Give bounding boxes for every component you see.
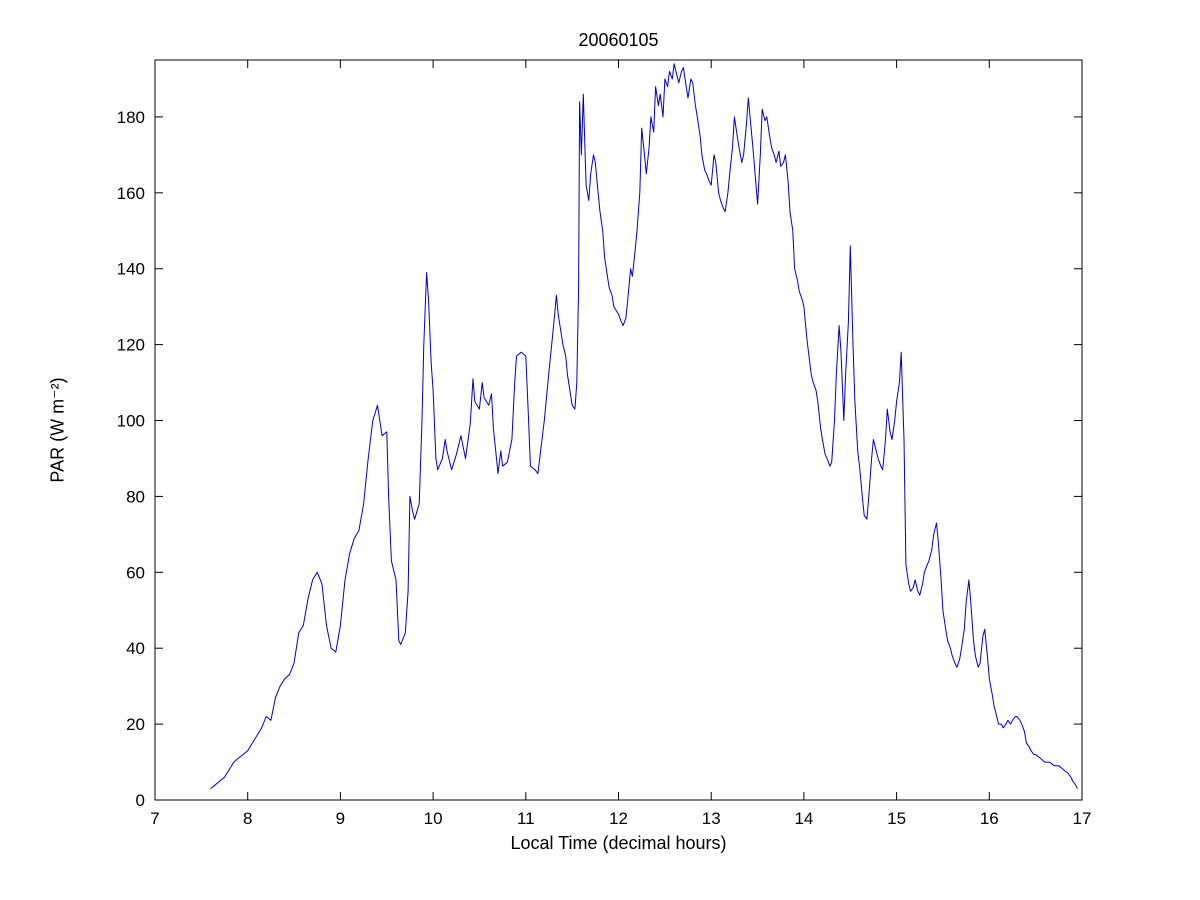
x-tick-label: 17: [1073, 809, 1092, 828]
y-tick-label: 40: [126, 639, 145, 658]
y-tick-label: 140: [117, 260, 145, 279]
x-tick-label: 12: [609, 809, 628, 828]
x-tick-label: 16: [980, 809, 999, 828]
y-tick-label: 20: [126, 715, 145, 734]
x-tick-label: 8: [243, 809, 252, 828]
x-tick-label: 15: [887, 809, 906, 828]
y-tick-label: 60: [126, 563, 145, 582]
y-tick-label: 160: [117, 184, 145, 203]
x-tick-label: 7: [150, 809, 159, 828]
x-tick-label: 14: [794, 809, 813, 828]
x-tick-label: 11: [517, 809, 535, 828]
y-tick-label: 120: [117, 336, 145, 355]
x-tick-label: 13: [702, 809, 721, 828]
y-tick-label: 0: [136, 791, 145, 810]
chart-title: 20060105: [578, 30, 659, 50]
par-data-line: [210, 63, 1078, 789]
axes-box: [154, 59, 1083, 801]
y-tick-label: 80: [126, 487, 145, 506]
x-tick-label: 9: [336, 809, 345, 828]
y-tick-label: 100: [117, 412, 145, 431]
x-tick-label: 10: [424, 809, 443, 828]
y-tick-label: 180: [117, 108, 145, 127]
x-axis-label: Local Time (decimal hours): [510, 833, 727, 853]
y-axis-label: PAR (W m⁻²): [47, 377, 68, 483]
